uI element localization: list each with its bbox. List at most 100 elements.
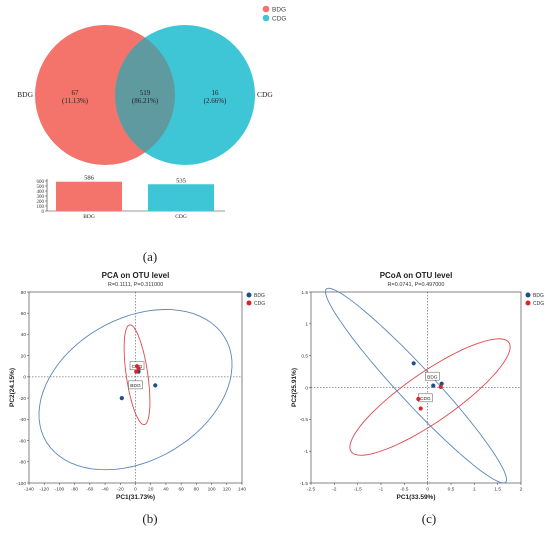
x-tick-label: -120 bbox=[39, 487, 49, 493]
group-centroid-label: CDG bbox=[420, 396, 431, 402]
x-tick-label: -60 bbox=[86, 487, 93, 493]
y-tick-label: -20 bbox=[19, 396, 26, 402]
point-cdg bbox=[136, 366, 141, 371]
y-tick-label: 0.5 bbox=[301, 353, 308, 359]
confidence-ellipse-cdg bbox=[349, 338, 511, 456]
point-cdg bbox=[418, 406, 423, 411]
x-tick-label: -2 bbox=[332, 487, 337, 493]
bar-y-tick-label: 0 bbox=[42, 210, 45, 215]
confidence-ellipse-cdg bbox=[123, 324, 151, 426]
x-tick-label: 20 bbox=[148, 487, 154, 493]
x-tick-label: 2 bbox=[520, 487, 523, 493]
y-tick-label: -60 bbox=[19, 438, 26, 444]
legend-swatch-bdg bbox=[246, 292, 252, 298]
group-centroid-box bbox=[128, 380, 143, 390]
x-tick-label: 40 bbox=[163, 487, 169, 493]
x-tick-label: 100 bbox=[208, 487, 216, 493]
plot-subtitle: R=0.1111, P=0.311000 bbox=[108, 282, 163, 288]
x-tick-label: 0 bbox=[134, 487, 137, 493]
confidence-ellipse-bdg bbox=[38, 309, 233, 471]
legend-swatch-bdg bbox=[525, 292, 531, 298]
panel-label-b: (b) bbox=[142, 511, 157, 526]
pcoa-chart: PCoA on OTU level R=0.0741, P=0.497000 -2.… bbox=[291, 271, 544, 501]
y-tick-label: 0 bbox=[23, 375, 26, 381]
venn-legend-label-bdg: BDG bbox=[272, 7, 286, 14]
y-tick-label: 0 bbox=[305, 385, 308, 391]
point-bdg bbox=[411, 361, 416, 366]
x-axis-label: PC1(33.59%) bbox=[396, 494, 435, 501]
group-centroid-label: BDG bbox=[427, 374, 438, 380]
x-axis-label: PC1(31.73%) bbox=[116, 494, 155, 501]
y-tick-label: 1.5 bbox=[301, 290, 308, 296]
y-tick-label: 20 bbox=[21, 353, 27, 359]
bar-data-label: 535 bbox=[176, 177, 186, 184]
plot-title: PCoA on OTU level bbox=[380, 271, 453, 280]
venn-legend: BDG CDG bbox=[262, 5, 286, 23]
venn-diagram: BDG CDG 67 (11.13%) 519 (86.21%) 16 (2.6… bbox=[17, 25, 273, 165]
venn-legend-swatch-cdg bbox=[262, 14, 270, 22]
y-axis-label: PC2(24.15%) bbox=[9, 368, 16, 407]
plot-subtitle: R=0.0741, P=0.497000 bbox=[388, 282, 445, 288]
x-tick-label: -140 bbox=[24, 487, 34, 493]
venn-label-bdg: BDG bbox=[17, 90, 33, 99]
legend-label-bdg: BDG bbox=[254, 293, 265, 299]
y-tick-label: -40 bbox=[19, 417, 26, 423]
group-centroid-label: BDG bbox=[130, 383, 141, 389]
legend-label-cdg: CDG bbox=[254, 301, 265, 307]
x-tick-label: -1 bbox=[379, 487, 384, 493]
bar-bdg bbox=[56, 181, 122, 211]
legend-label-bdg: BDG bbox=[533, 293, 544, 299]
venn-shared-count: 519 bbox=[140, 89, 151, 97]
x-tick-label: -100 bbox=[55, 487, 65, 493]
venn-overlap bbox=[115, 25, 175, 165]
y-tick-label: -0.5 bbox=[300, 417, 309, 423]
bar-y-tick-label: 400 bbox=[37, 190, 45, 195]
y-tick-label: -1.5 bbox=[300, 481, 309, 487]
x-tick-label: -80 bbox=[71, 487, 78, 493]
legend-label-cdg: CDG bbox=[533, 301, 544, 307]
y-tick-label: -100 bbox=[16, 481, 26, 487]
x-tick-label: -20 bbox=[117, 487, 124, 493]
point-bdg bbox=[153, 383, 158, 388]
legend-swatch-cdg bbox=[246, 300, 252, 306]
x-tick-label: 120 bbox=[223, 487, 231, 493]
bar-y-tick-label: 300 bbox=[37, 195, 45, 200]
x-tick-label: 80 bbox=[194, 487, 200, 493]
confidence-ellipse-bdg bbox=[324, 287, 508, 484]
x-tick-label: 0 bbox=[426, 487, 429, 493]
point-bdg bbox=[439, 381, 444, 386]
legend-swatch-cdg bbox=[525, 300, 531, 306]
venn-left-count: 67 bbox=[72, 89, 80, 97]
y-tick-label: -80 bbox=[19, 460, 26, 466]
venn-right-pct: (2.66%) bbox=[204, 97, 227, 105]
x-tick-label: 0.5 bbox=[448, 487, 455, 493]
venn-shared-pct: (86.21%) bbox=[132, 97, 159, 105]
point-bdg bbox=[431, 383, 436, 388]
bar-y-tick-label: 100 bbox=[37, 205, 45, 210]
y-axis-label: PC2(25.91%) bbox=[291, 368, 298, 407]
bar-category-label: BDG bbox=[83, 214, 95, 220]
panel-label-c: (c) bbox=[422, 511, 436, 526]
venn-label-cdg: CDG bbox=[257, 90, 273, 99]
group-centroid-box bbox=[425, 371, 440, 381]
bar-y-tick-label: 600 bbox=[37, 180, 45, 185]
y-tick-label: 80 bbox=[21, 290, 27, 296]
x-tick-label: -2.5 bbox=[307, 487, 316, 493]
venn-left-pct: (11.13%) bbox=[62, 97, 89, 105]
x-tick-label: 1 bbox=[473, 487, 476, 493]
bar-y-tick-label: 200 bbox=[37, 200, 45, 205]
x-tick-label: -0.5 bbox=[400, 487, 409, 493]
x-tick-label: 1.5 bbox=[494, 487, 501, 493]
bar-cdg bbox=[148, 184, 214, 211]
panel-label-a: (a) bbox=[143, 249, 157, 264]
venn-right-count: 16 bbox=[212, 89, 220, 97]
point-cdg bbox=[416, 396, 421, 402]
bar-category-label: CDG bbox=[175, 214, 187, 220]
y-tick-label: 1 bbox=[305, 322, 308, 328]
point-cdg bbox=[438, 384, 443, 389]
x-tick-label: -40 bbox=[102, 487, 109, 493]
bar-data-label: 586 bbox=[84, 175, 95, 182]
point-cdg bbox=[134, 369, 139, 374]
